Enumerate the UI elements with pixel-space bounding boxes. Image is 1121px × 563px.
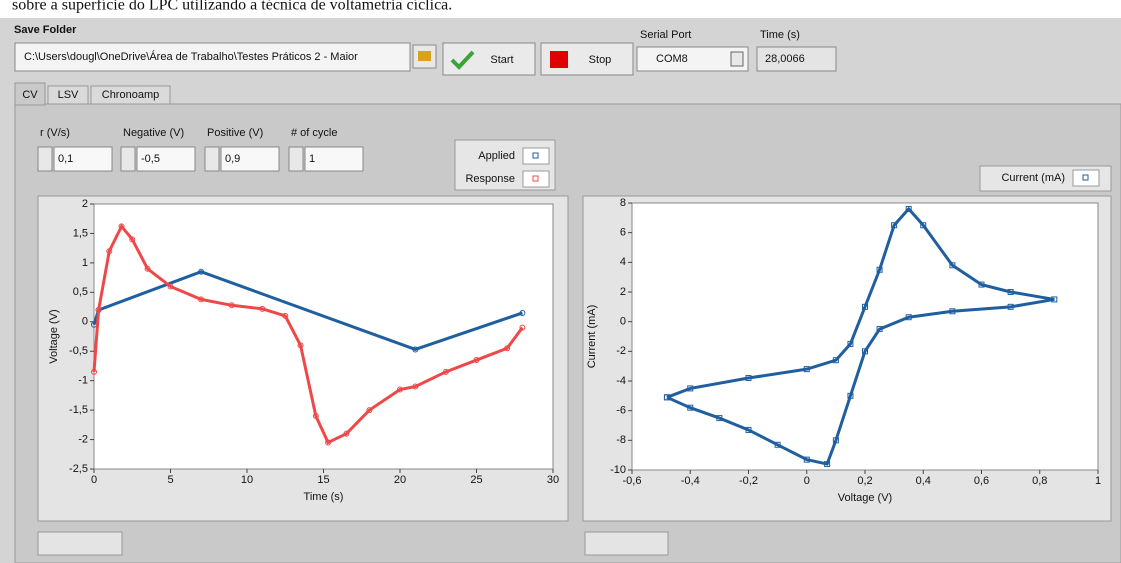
y-tick-label: -4 (616, 375, 626, 387)
button-label: Start (490, 54, 513, 66)
control-label: Positive (V) (207, 127, 263, 139)
x-tick-label: 25 (470, 474, 482, 486)
y-tick-label: 2 (620, 286, 626, 298)
time-value: 28,0066 (765, 53, 805, 65)
x-tick-label: 10 (241, 474, 253, 486)
label: Serial Port (640, 29, 691, 41)
serial-port-value: COM8 (656, 53, 688, 65)
x-tick-label: -0,2 (739, 475, 758, 487)
control-label: Negative (V) (123, 127, 184, 139)
graph-palette[interactable] (38, 532, 122, 555)
y-tick-label: 0 (82, 316, 88, 328)
x-tick-label: 15 (317, 474, 329, 486)
y-tick-label: -2 (78, 433, 88, 445)
folder-icon (418, 51, 431, 61)
y-tick-label: -6 (616, 405, 626, 417)
tab-label: Chronoamp (102, 89, 159, 101)
legend-label: Current (mA) (1001, 172, 1065, 184)
y-tick-label: 1,5 (73, 227, 88, 239)
y-tick-label: -0,5 (69, 345, 88, 357)
x-tick-label: 1 (1095, 475, 1101, 487)
control-value: -0,5 (141, 153, 160, 165)
control-value: 1 (309, 153, 315, 165)
legend-label: Applied (478, 150, 515, 162)
x-tick-label: 5 (167, 474, 173, 486)
x-axis-label: Voltage (V) (838, 492, 892, 504)
button-label: Stop (589, 54, 612, 66)
y-tick-label: 2 (82, 198, 88, 210)
y-tick-label: 0,5 (73, 286, 88, 298)
x-tick-label: 0 (804, 475, 810, 487)
control-label: r (V/s) (40, 127, 70, 139)
x-tick-label: 0,8 (1032, 475, 1047, 487)
x-tick-label: 0,6 (974, 475, 989, 487)
y-tick-label: 6 (620, 227, 626, 239)
x-tick-label: 0,2 (857, 475, 872, 487)
start-button[interactable] (443, 43, 535, 75)
y-tick-label: 8 (620, 197, 626, 209)
app-window: sobre a superfície do LPC utilizando a t… (0, 0, 1121, 563)
plot-area (632, 203, 1098, 470)
label: Save Folder (14, 24, 77, 36)
caption: sobre a superfície do LPC utilizando a t… (12, 0, 452, 14)
x-axis-label: Time (s) (304, 491, 344, 503)
spin-button[interactable] (205, 147, 219, 171)
y-tick-label: 1 (82, 257, 88, 269)
x-tick-label: 0 (91, 474, 97, 486)
legend-swatch (523, 148, 549, 164)
y-tick-label: -10 (610, 464, 626, 476)
stop-icon (550, 51, 568, 68)
x-tick-label: 30 (547, 474, 559, 486)
x-tick-label: -0,4 (681, 475, 700, 487)
y-tick-label: -2,5 (69, 463, 88, 475)
spin-button[interactable] (38, 147, 52, 171)
spin-button[interactable] (121, 147, 135, 171)
legend-label: Response (465, 173, 515, 185)
control-value: 0,1 (58, 153, 73, 165)
tab-label: CV (22, 89, 38, 101)
control-value: 0,9 (225, 153, 240, 165)
x-tick-label: 0,4 (916, 475, 931, 487)
tab-label: LSV (58, 89, 79, 101)
legend-swatch (1073, 170, 1099, 186)
y-tick-label: -8 (616, 434, 626, 446)
path-value: C:\Users\dougl\OneDrive\Área de Trabalho… (24, 50, 358, 63)
y-tick-label: -1 (78, 375, 88, 387)
dropdown-arrow[interactable] (731, 52, 743, 66)
x-tick-label: 20 (394, 474, 406, 486)
control-label: # of cycle (291, 127, 337, 139)
spin-button[interactable] (289, 147, 303, 171)
graph-palette[interactable] (585, 532, 668, 555)
y-axis-label: Current (mA) (586, 305, 598, 369)
y-tick-label: -1,5 (69, 404, 88, 416)
y-tick-label: 0 (620, 316, 626, 328)
y-tick-label: 4 (620, 256, 626, 268)
legend-swatch (523, 171, 549, 187)
x-tick-label: -0,6 (623, 475, 642, 487)
label: Time (s) (760, 29, 800, 41)
y-tick-label: -2 (616, 345, 626, 357)
y-axis-label: Voltage (V) (48, 309, 60, 363)
